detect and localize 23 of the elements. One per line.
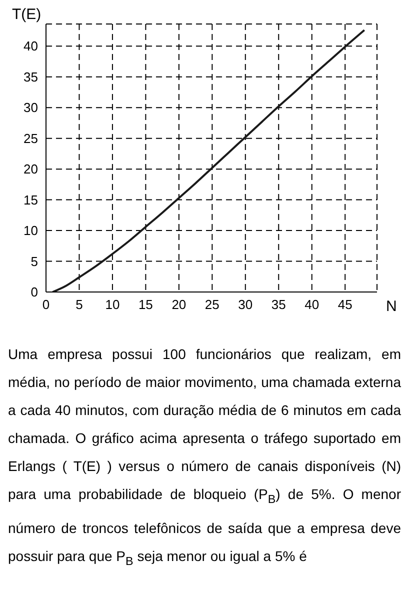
x-tick-label: 10: [105, 297, 120, 312]
x-tick-label: 45: [338, 297, 352, 312]
x-axis-title: N: [386, 298, 397, 315]
y-tick-label: 15: [24, 192, 38, 208]
y-axis-title: T(E): [12, 6, 42, 23]
y-tick-label: 25: [24, 130, 38, 146]
x-tick-label: 25: [204, 297, 220, 312]
y-tick-label: 40: [24, 38, 38, 54]
x-tick-label: 20: [172, 297, 186, 312]
x-tick-label: 40: [304, 297, 320, 312]
y-tick-label: 35: [24, 69, 38, 84]
y-tick-label: 10: [24, 223, 38, 238]
line-series: [52, 29, 366, 292]
y-tick-label: 30: [24, 100, 38, 116]
y-tick-label: 5: [30, 254, 38, 269]
x-tick-label: 35: [271, 297, 286, 312]
x-tick-label: 15: [138, 297, 153, 312]
x-tick-label: 30: [238, 297, 253, 312]
x-tick-label: 5: [76, 297, 83, 312]
x-tick-label: 0: [42, 297, 50, 312]
text: Uma empresa possui 100 funcionários que realizam, em média, no período de maior movimento, uma chamada externa a cada 40 minutos, com duração média de 6 minutos em cada chamada. O gráfico acima apresenta o tráfego suportado em Erlangs ( T(E) ) versus o número de canais disponíveis (N) para uma probabilidade de bloqueio (P$_{B}$) de 5%. O menor número de troncos telefônicos de saída que a empresa deve possuir para que P$_{B}$ seja menor ou igual a 5% é: [8, 346, 401, 568]
y-tick-label: 0: [30, 284, 38, 300]
y-tick-label: 20: [24, 162, 38, 177]
